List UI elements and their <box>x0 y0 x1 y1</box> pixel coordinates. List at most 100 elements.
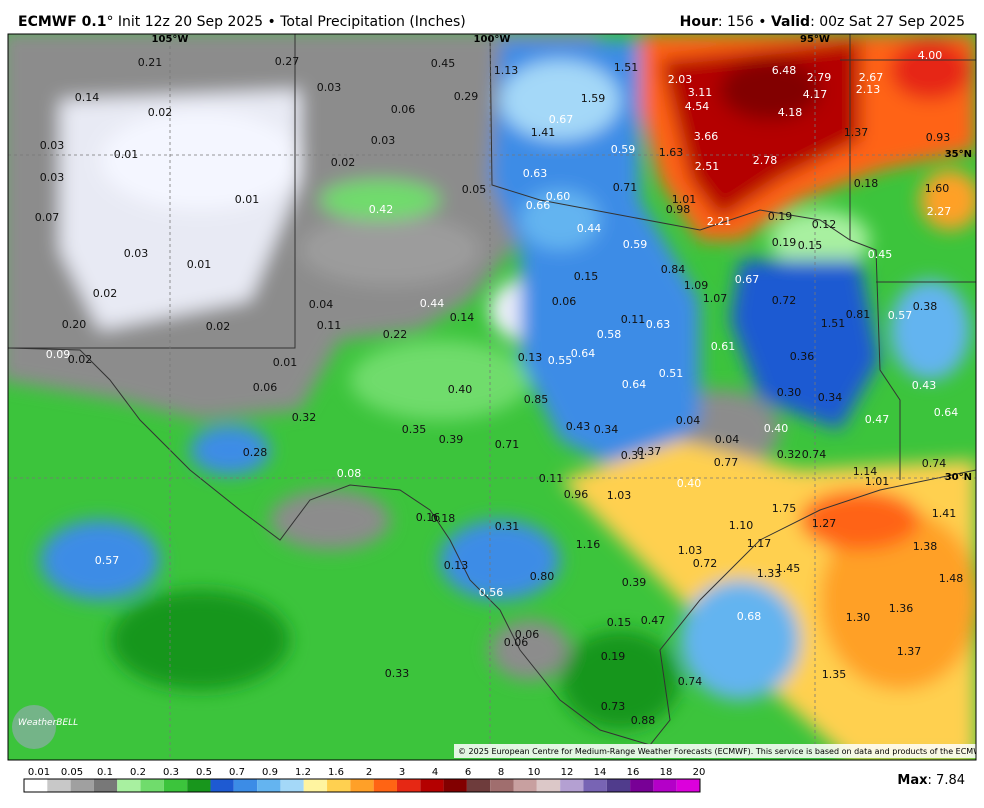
value-label: 0.59 <box>623 238 648 251</box>
value-label: 0.44 <box>577 222 602 235</box>
value-label: 1.03 <box>607 489 632 502</box>
value-label: 0.56 <box>479 586 504 599</box>
value-label: 1.59 <box>581 92 606 105</box>
value-label: 0.03 <box>40 139 65 152</box>
value-label: 0.03 <box>124 247 149 260</box>
value-label: 0.43 <box>566 420 591 433</box>
value-label: 0.11 <box>539 472 564 485</box>
value-label: 0.08 <box>337 467 362 480</box>
value-label: 4.54 <box>685 100 710 113</box>
value-label: 0.15 <box>798 239 823 252</box>
colorbar-label: 0.1 <box>97 767 113 778</box>
value-label: 0.77 <box>714 456 739 469</box>
value-label: 0.12 <box>812 218 837 231</box>
value-label: 2.27 <box>927 205 952 218</box>
colorbar-swatch <box>583 779 607 792</box>
colorbar-swatch <box>93 779 118 792</box>
colorbar-label: 0.3 <box>163 767 179 778</box>
value-label: 1.27 <box>812 517 837 530</box>
value-label: 0.58 <box>597 328 622 341</box>
value-label: 0.02 <box>93 287 118 300</box>
colorbar: 0.01 0.05 0.1 0.2 0.3 0.5 0.7 0.9 1.2 1.6 2 3 4 6 8 10 1… <box>23 767 705 793</box>
value-label: 1.63 <box>659 146 684 159</box>
value-label: 0.31 <box>621 449 646 462</box>
value-label: 0.74 <box>802 448 827 461</box>
value-label: 2.51 <box>695 160 720 173</box>
colorbar-swatch <box>210 779 234 792</box>
valid-key: Valid <box>771 14 810 30</box>
value-label: 1.41 <box>932 507 957 520</box>
colorbar-label: 10 <box>528 767 541 778</box>
value-label: 0.67 <box>735 273 760 286</box>
value-label: 0.74 <box>678 675 703 688</box>
value-label: 0.84 <box>661 263 686 276</box>
value-label: 0.55 <box>548 354 573 367</box>
colorbar-swatch <box>513 779 537 792</box>
value-label: 0.44 <box>420 297 445 310</box>
colorbar-label: 0.2 <box>130 767 146 778</box>
value-label: 0.18 <box>431 512 456 525</box>
value-label: 0.71 <box>613 181 638 194</box>
value-label: 0.47 <box>641 614 666 627</box>
value-label: 0.96 <box>564 488 589 501</box>
value-label: 1.03 <box>678 544 703 557</box>
colorbar-label: 0.7 <box>229 767 245 778</box>
value-label: 0.45 <box>431 57 456 70</box>
value-label: 0.51 <box>659 367 684 380</box>
value-label: 0.04 <box>309 298 334 311</box>
colorbar-label: 1.6 <box>328 767 344 778</box>
colorbar-frame <box>23 778 701 793</box>
value-label: 0.40 <box>764 422 789 435</box>
value-label: 1.38 <box>913 540 938 553</box>
colorbar-label: 8 <box>498 767 504 778</box>
map-area: 105°W 100°W 95°W 35°N 30°N 0.21 0.27 0.45 1… <box>8 34 976 760</box>
value-label: 0.01 <box>187 258 212 271</box>
colorbar-swatch <box>396 779 421 792</box>
value-label: 0.42 <box>369 203 394 216</box>
value-label: 1.37 <box>844 126 869 139</box>
precip-field <box>8 34 976 760</box>
value-label: 1.10 <box>729 519 754 532</box>
copyright-bg <box>454 744 976 758</box>
value-label: 1.51 <box>821 317 846 330</box>
value-label: 0.98 <box>666 203 691 216</box>
value-label: 0.30 <box>777 386 802 399</box>
colorbar-label: 0.05 <box>61 767 83 778</box>
value-label: 0.74 <box>922 457 947 470</box>
value-label: 0.45 <box>868 248 893 261</box>
value-label: 0.88 <box>631 714 656 727</box>
value-label: 0.02 <box>331 156 356 169</box>
colorbar-swatch <box>70 779 94 792</box>
value-label: 2.21 <box>707 215 732 228</box>
colorbar-swatch <box>536 779 561 792</box>
hour-key: Hour <box>680 14 718 30</box>
value-label: 0.34 <box>594 423 619 436</box>
value-label: 0.14 <box>450 311 475 324</box>
value-label: 0.72 <box>693 557 718 570</box>
colorbar-swatch <box>373 779 397 792</box>
colorbar-label: 0.5 <box>196 767 212 778</box>
value-label: 0.68 <box>737 610 762 623</box>
value-label: 0.63 <box>646 318 671 331</box>
value-label: 0.02 <box>148 106 173 119</box>
value-label: 0.19 <box>768 210 793 223</box>
colorbar-swatch <box>303 779 328 792</box>
value-label: 4.18 <box>778 106 803 119</box>
colorbar-swatch <box>443 779 467 792</box>
value-label: 0.19 <box>772 236 797 249</box>
colorbar-swatch <box>466 779 491 792</box>
colorbar-label: 6 <box>465 767 471 778</box>
value-label: 0.39 <box>622 576 647 589</box>
value-label: 1.33 <box>757 567 782 580</box>
colorbar-swatch <box>560 779 584 792</box>
value-label: 0.16 <box>416 511 441 524</box>
value-label: 1.17 <box>747 537 772 550</box>
value-label: 1.01 <box>865 475 890 488</box>
value-label: 2.03 <box>668 73 693 86</box>
lon-label: 105°W <box>152 34 189 45</box>
value-label: 0.40 <box>677 477 702 490</box>
max-text: Max: 7.84 <box>897 773 965 788</box>
colorbar-swatch <box>606 779 631 792</box>
value-label: 0.11 <box>317 319 342 332</box>
colorbar-label: 0.9 <box>262 767 278 778</box>
